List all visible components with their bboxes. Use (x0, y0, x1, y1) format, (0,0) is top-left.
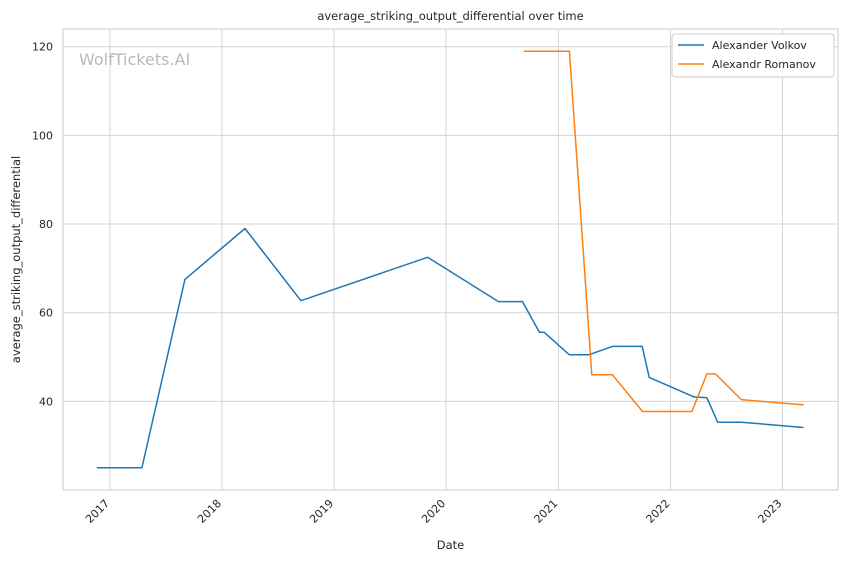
x-tick-labels: 2017 2018 2019 2020 2021 2022 2023 (83, 497, 784, 526)
legend-label-0: Alexander Volkov (712, 39, 807, 52)
watermark: WolfTickets.AI (79, 50, 190, 69)
x-tick-label: 2020 (419, 497, 448, 526)
x-tick-label: 2017 (83, 497, 112, 526)
y-tick-labels: 40 60 80 100 120 (32, 41, 53, 409)
x-tick-label: 2019 (307, 497, 336, 526)
x-tick-label: 2023 (756, 497, 785, 526)
x-tick-label: 2018 (195, 497, 224, 526)
series-lines (96, 50, 804, 469)
y-tick-label: 60 (39, 307, 53, 320)
grid (63, 29, 838, 490)
y-tick-label: 100 (32, 129, 53, 142)
y-axis-label: average_striking_output_differential (9, 156, 23, 363)
legend-label-1: Alexandr Romanov (712, 58, 816, 71)
legend: Alexander Volkov Alexandr Romanov (671, 33, 835, 78)
series-line-0 (96, 227, 804, 469)
chart-title: average_striking_output_differential ove… (317, 9, 583, 23)
series-line-1 (523, 50, 804, 413)
x-tick-label: 2022 (644, 497, 673, 526)
legend-box (671, 33, 835, 78)
y-tick-label: 40 (39, 395, 53, 408)
y-tick-label: 80 (39, 218, 53, 231)
y-tick-label: 120 (32, 41, 53, 54)
x-axis-label: Date (437, 538, 465, 552)
x-tick-label: 2021 (532, 497, 561, 526)
plot-frame (62, 28, 839, 491)
